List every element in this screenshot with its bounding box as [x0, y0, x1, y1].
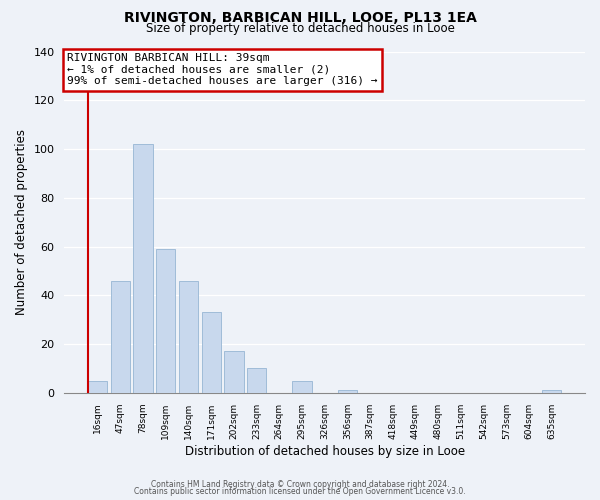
Bar — [338, 390, 357, 393]
Bar — [133, 144, 153, 393]
Text: RIVINGTON, BARBICAN HILL, LOOE, PL13 1EA: RIVINGTON, BARBICAN HILL, LOOE, PL13 1EA — [124, 11, 476, 25]
Bar — [292, 380, 311, 393]
Bar — [88, 380, 107, 393]
Bar — [111, 280, 130, 393]
X-axis label: Distribution of detached houses by size in Looe: Distribution of detached houses by size … — [185, 444, 465, 458]
Bar — [202, 312, 221, 393]
Bar — [156, 249, 175, 393]
Bar — [247, 368, 266, 393]
Bar — [179, 280, 198, 393]
Bar — [224, 352, 244, 393]
Text: Contains public sector information licensed under the Open Government Licence v3: Contains public sector information licen… — [134, 487, 466, 496]
Text: Size of property relative to detached houses in Looe: Size of property relative to detached ho… — [146, 22, 454, 35]
Text: Contains HM Land Registry data © Crown copyright and database right 2024.: Contains HM Land Registry data © Crown c… — [151, 480, 449, 489]
Bar — [542, 390, 562, 393]
Y-axis label: Number of detached properties: Number of detached properties — [15, 129, 28, 315]
Text: RIVINGTON BARBICAN HILL: 39sqm
← 1% of detached houses are smaller (2)
99% of se: RIVINGTON BARBICAN HILL: 39sqm ← 1% of d… — [67, 53, 377, 86]
